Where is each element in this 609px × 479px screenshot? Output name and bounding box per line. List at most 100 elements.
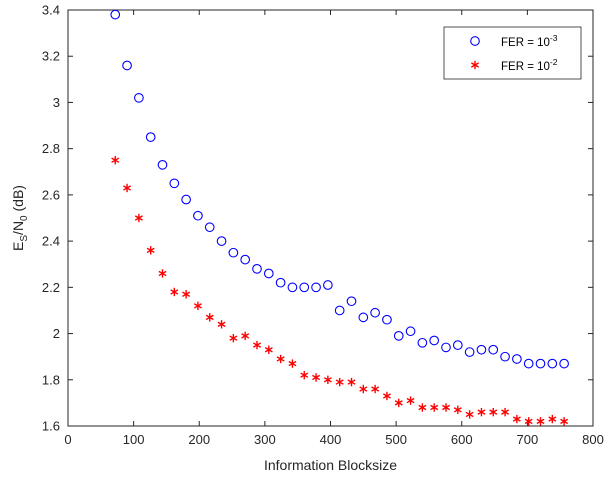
data-point [240, 254, 251, 265]
data-point [512, 414, 521, 424]
data-point [170, 287, 179, 297]
y-tick-label: 1.8 [42, 372, 60, 387]
data-point [181, 194, 191, 205]
data-point [394, 398, 403, 408]
data-point [393, 331, 404, 341]
data-point [146, 246, 155, 255]
data-point [311, 282, 321, 293]
data-point [559, 358, 569, 369]
y-tick-label: 2.8 [42, 141, 60, 156]
data-point [500, 351, 510, 362]
data-point [477, 407, 486, 417]
data-point [358, 312, 369, 323]
legend-box [443, 26, 582, 80]
series-1 [110, 9, 569, 369]
data-point [535, 358, 546, 369]
data-point [452, 340, 463, 350]
data-point [488, 344, 499, 355]
y-tick-label: 3.4 [42, 3, 60, 18]
legend-label-2-text: FER = 10 [501, 61, 550, 73]
data-point [429, 335, 440, 346]
data-markers [110, 9, 569, 426]
data-point [476, 344, 487, 355]
y-tick-label: 2 [53, 326, 60, 341]
data-point [229, 333, 238, 343]
data-point [145, 132, 156, 142]
data-point [418, 403, 427, 412]
data-point [347, 377, 356, 387]
data-point [134, 213, 143, 223]
data-point [382, 314, 392, 325]
y-axis-title-tail: (dB) [10, 185, 26, 215]
data-point [312, 373, 321, 382]
legend-circle-marker [470, 36, 480, 46]
legend-label-series-2: FER = 10-2 [501, 57, 558, 73]
data-point [536, 417, 545, 426]
legend-label-1-exp: -3 [550, 33, 558, 43]
y-axis-title-mid: /N [10, 221, 26, 235]
data-point [489, 407, 498, 417]
data-point [371, 384, 380, 394]
data-point [276, 354, 285, 364]
data-point [263, 268, 274, 279]
data-point [346, 296, 357, 307]
data-point [110, 9, 121, 20]
legend-marker-series-2 [471, 60, 479, 70]
legend: FER = 10-3 FER = 10-2 [443, 26, 582, 80]
x-tick-label: 0 [64, 432, 71, 447]
legend-marker-series-1 [470, 36, 480, 46]
data-point [287, 282, 298, 293]
data-point [430, 403, 439, 412]
data-point [523, 358, 534, 369]
data-point [417, 337, 428, 348]
data-point [512, 354, 522, 364]
x-tick-label: 600 [451, 432, 473, 447]
x-tick-label: 700 [517, 432, 539, 447]
legend-label-1-text: FER = 10 [501, 37, 550, 49]
data-point [217, 320, 226, 329]
data-point [193, 301, 202, 311]
legend-label-2-exp: -2 [550, 57, 558, 67]
data-point [288, 359, 297, 368]
axis-tick-labels: 0 100 200 300 400 500 600 700 800 1.6 1.8 2 2.2 2.4 2.… [42, 3, 604, 448]
y-tick-label: 2.4 [42, 234, 60, 249]
axis-ticks [67, 9, 594, 427]
data-point [193, 210, 203, 221]
data-point [335, 377, 344, 387]
data-point [228, 247, 239, 258]
data-point [158, 269, 167, 278]
data-point [275, 277, 286, 288]
data-point [548, 414, 557, 424]
data-point [241, 331, 250, 341]
data-point [453, 405, 462, 415]
y-tick-label: 3 [53, 95, 60, 110]
data-point [465, 410, 474, 419]
data-point [405, 326, 416, 337]
data-point [323, 280, 333, 290]
x-tick-label: 100 [123, 432, 145, 447]
data-point [547, 358, 558, 369]
data-point [182, 290, 191, 299]
data-point [334, 305, 345, 316]
y-tick-label: 2.6 [42, 187, 60, 202]
x-tick-label: 500 [385, 432, 407, 447]
data-point [406, 396, 415, 405]
y-axis-title: ES/N0 (dB) [10, 185, 30, 251]
data-point [169, 178, 180, 189]
y-axis-title-base: E [10, 242, 26, 251]
y-axis-title-sub1: S [19, 235, 30, 242]
data-point [382, 391, 391, 401]
y-tick-label: 2.2 [42, 280, 60, 295]
data-point [264, 345, 273, 354]
legend-label-series-1: FER = 10-3 [501, 33, 558, 49]
data-point [216, 236, 227, 246]
x-tick-label: 800 [582, 432, 604, 447]
x-axis-title: Information Blocksize [264, 457, 397, 473]
data-point [252, 263, 262, 274]
data-point [501, 407, 510, 417]
y-axis-title-sub2: 0 [19, 215, 30, 221]
data-point [560, 417, 569, 426]
data-point [300, 370, 309, 380]
data-point [123, 183, 132, 193]
